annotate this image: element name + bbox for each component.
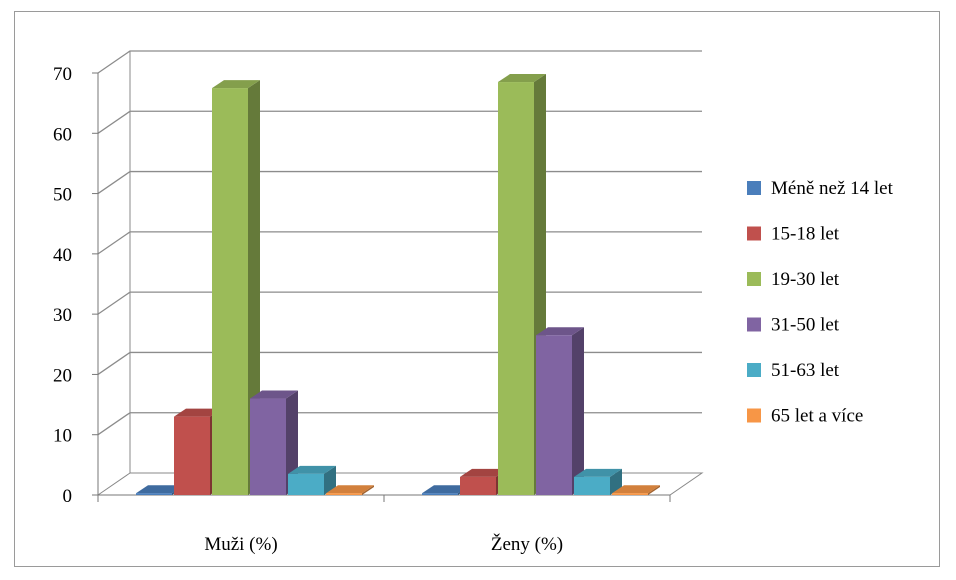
- y-tick-label: 40: [53, 245, 72, 266]
- legend-swatch: [747, 181, 761, 195]
- legend-item: 31-50 let: [747, 315, 840, 336]
- bar-front: [174, 416, 210, 495]
- bar-top: [612, 485, 660, 494]
- legend-item: 15-18 let: [747, 224, 840, 245]
- bar-top: [422, 485, 470, 494]
- legend-item: 19-30 let: [747, 269, 840, 290]
- legend-item: 65 let a více: [747, 406, 863, 427]
- y-tick-label: 20: [53, 365, 72, 386]
- gridline: [97, 50, 702, 74]
- gridlines: [97, 50, 702, 436]
- bar: [612, 485, 660, 495]
- bar: [288, 465, 336, 495]
- bar-side: [610, 468, 622, 495]
- legend-label: 19-30 let: [771, 269, 840, 290]
- legend-label: 31-50 let: [771, 315, 840, 336]
- bar-front: [288, 473, 324, 495]
- legend-swatch: [747, 226, 761, 241]
- y-tick-label: 0: [63, 486, 73, 507]
- bar-top: [250, 390, 298, 399]
- y-tick-label: 50: [53, 185, 72, 206]
- legend-item: Méně než 14 let: [747, 178, 894, 199]
- bar-top: [174, 408, 222, 417]
- gridline: [97, 110, 702, 134]
- bar-top: [574, 468, 622, 477]
- bar-side: [362, 485, 374, 495]
- bar-side: [248, 80, 260, 496]
- bar-side: [324, 465, 336, 495]
- y-axis: 0 10 20 30 40 50 60 70: [53, 64, 99, 507]
- bar: [212, 80, 260, 496]
- bar: [250, 390, 298, 495]
- legend-swatch: [747, 363, 761, 377]
- bar-front: [250, 398, 286, 495]
- bar: [326, 485, 374, 495]
- bar-top: [212, 80, 260, 89]
- bar-side: [648, 485, 660, 495]
- y-tick-label: 60: [53, 124, 72, 145]
- legend-swatch: [747, 408, 761, 423]
- bar-front: [212, 88, 248, 496]
- bar-front: [612, 493, 648, 495]
- bar-front: [136, 493, 172, 495]
- bar-side: [286, 390, 298, 495]
- bar-front: [574, 476, 610, 495]
- x-tick-label: Ženy (%): [491, 533, 563, 555]
- bar-side: [572, 327, 584, 495]
- bar: [536, 327, 584, 495]
- legend-label: Méně než 14 let: [771, 178, 894, 199]
- legend-label: 51-63 let: [771, 360, 840, 381]
- gridline: [97, 351, 702, 375]
- legend-swatch: [747, 317, 761, 332]
- bar: [574, 468, 622, 495]
- bars: [136, 74, 660, 496]
- bar-top: [460, 468, 508, 477]
- legend-item: 51-63 let: [747, 360, 840, 381]
- gridline: [97, 291, 702, 315]
- x-tick-label: Muži (%): [204, 534, 277, 555]
- y-tick-label: 70: [53, 64, 72, 85]
- gridline: [97, 231, 702, 255]
- y-tick-label: 30: [53, 305, 72, 326]
- bar-top: [326, 485, 374, 494]
- bar-top: [536, 327, 584, 336]
- bar-front: [422, 493, 458, 495]
- bar-top: [288, 465, 336, 474]
- legend-swatch: [747, 272, 761, 286]
- y-tick-label: 10: [53, 426, 72, 447]
- legend-label: 65 let a více: [771, 406, 863, 427]
- bar-front: [460, 476, 496, 495]
- bar-front: [326, 493, 362, 495]
- gridline: [97, 170, 702, 195]
- legend: Méně než 14 let 15-18 let 19-30 let 31-50 l…: [747, 178, 894, 427]
- bar-top: [498, 74, 546, 83]
- bar-front: [536, 335, 572, 495]
- legend-label: 15-18 let: [771, 224, 840, 245]
- bar-front: [498, 82, 534, 496]
- bar-top: [136, 485, 184, 494]
- x-axis: Muži (%) Ženy (%): [97, 494, 671, 555]
